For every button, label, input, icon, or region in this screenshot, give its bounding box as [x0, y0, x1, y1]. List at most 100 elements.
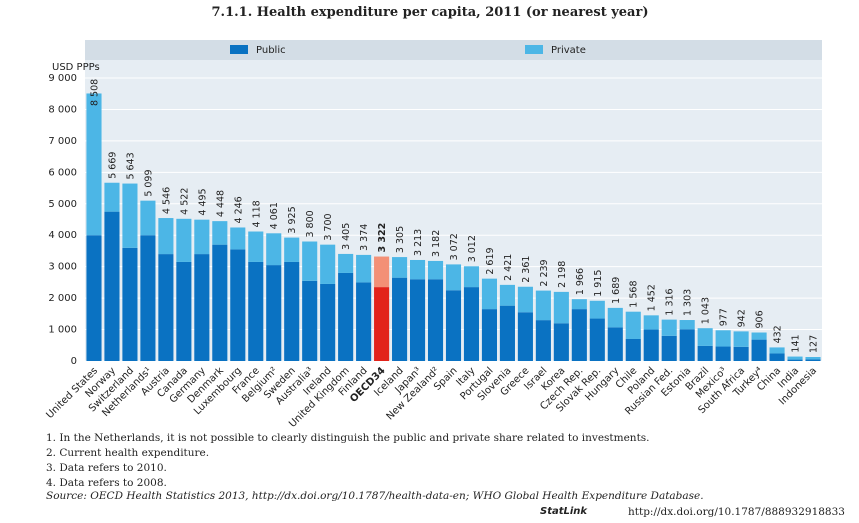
- value-label: 4 118: [251, 200, 262, 227]
- bar-segment: [176, 261, 192, 361]
- value-label: 2 198: [557, 261, 568, 288]
- bar-segment: [715, 330, 731, 347]
- bar-segment: [427, 279, 444, 361]
- bar-segment: [212, 221, 228, 245]
- bar-segment: [392, 277, 408, 361]
- bar-segment: [248, 231, 264, 262]
- note: 3. Data refers to 2010.: [46, 462, 167, 474]
- bar-segment: [320, 244, 336, 284]
- bar-segment: [445, 264, 462, 291]
- value-label: 1 452: [647, 284, 658, 311]
- value-label: 1 966: [575, 268, 586, 295]
- bar-segment: [661, 319, 677, 336]
- bar-segment: [374, 287, 390, 361]
- value-label: 4 448: [215, 190, 226, 217]
- bar-segment: [158, 218, 174, 255]
- y-tick-label: 0: [71, 356, 77, 367]
- value-label: 4 495: [197, 188, 208, 215]
- note: 1. In the Netherlands, it is not possibl…: [46, 432, 650, 444]
- value-label: 4 061: [269, 202, 280, 229]
- bar-segment: [733, 331, 749, 347]
- bar-segment: [733, 346, 749, 361]
- bar-segment: [356, 254, 372, 283]
- bar-segment: [409, 259, 426, 280]
- y-tick-label: 8 000: [48, 104, 77, 115]
- bar-segment: [392, 257, 408, 278]
- y-tick-label: 5 000: [48, 199, 77, 210]
- y-tick-label: 1 000: [48, 325, 77, 336]
- value-label: 3 182: [431, 230, 442, 257]
- bar-segment: [607, 307, 623, 328]
- bar-segment: [445, 290, 462, 361]
- bar-segment: [589, 300, 605, 319]
- value-label: 1 303: [683, 289, 694, 316]
- bar-segment: [499, 284, 515, 306]
- bar-segment: [463, 266, 480, 288]
- value-label: 977: [719, 308, 730, 326]
- value-label: 127: [809, 335, 820, 353]
- bar-segment: [338, 272, 354, 361]
- value-label: 3 322: [377, 223, 388, 253]
- bar-segment: [158, 254, 174, 361]
- bar-segment: [715, 346, 731, 361]
- value-label: 432: [773, 325, 784, 343]
- bar-segment: [266, 233, 282, 266]
- bar-segment: [86, 235, 102, 361]
- y-axis-label: USD PPPs: [52, 62, 100, 73]
- bar-segment: [643, 315, 659, 330]
- value-label: 8 508: [89, 79, 100, 106]
- bar-segment: [140, 235, 156, 361]
- bar-segment: [769, 347, 785, 354]
- bar-segment: [230, 249, 246, 361]
- bar-segment: [553, 323, 569, 361]
- y-tick-label: 7 000: [48, 136, 77, 147]
- value-label: 5 099: [143, 169, 154, 196]
- value-label: 3 374: [359, 224, 370, 251]
- note: Source: OECD Health Statistics 2013, htt…: [46, 490, 704, 502]
- bar-segment: [517, 286, 533, 313]
- value-label: 2 239: [539, 259, 550, 286]
- bar-segment: [356, 282, 372, 361]
- value-label: 5 669: [107, 152, 118, 179]
- bar-segment: [481, 278, 498, 310]
- bar-segment: [176, 218, 192, 262]
- value-label: 4 522: [179, 188, 190, 215]
- value-label: 141: [791, 334, 802, 352]
- note: StatLink: [540, 506, 588, 517]
- value-label: 942: [737, 309, 748, 327]
- bar-segment: [589, 318, 605, 361]
- legend-band: [85, 40, 822, 60]
- value-label: 1 689: [611, 277, 622, 304]
- bar-segment: [338, 253, 354, 273]
- bar-segment: [571, 309, 587, 361]
- bar-segment: [805, 359, 821, 361]
- bar-segment: [679, 329, 695, 361]
- bar-segment: [607, 327, 623, 361]
- legend-label: Public: [256, 45, 286, 56]
- bar-segment: [769, 353, 785, 361]
- bar-segment: [194, 219, 210, 255]
- legend-label: Private: [551, 45, 586, 56]
- bar-segment: [751, 332, 767, 340]
- bar-segment: [517, 312, 533, 361]
- value-label: 2 421: [503, 254, 514, 281]
- y-tick-label: 4 000: [48, 230, 77, 241]
- value-label: 1 568: [629, 280, 640, 307]
- bar-segment: [679, 320, 695, 330]
- bar-segment: [230, 227, 246, 250]
- value-label: 5 643: [125, 152, 136, 179]
- bar-segment: [697, 328, 713, 346]
- bar-segment: [427, 260, 444, 280]
- bar-segment: [751, 339, 767, 361]
- bar-segment: [535, 290, 551, 321]
- value-label: 1 915: [593, 270, 604, 297]
- bar-segment: [104, 211, 120, 361]
- value-label: 3 925: [287, 206, 298, 233]
- bar-segment: [284, 261, 300, 361]
- y-tick-label: 6 000: [48, 167, 77, 178]
- bar-segment: [122, 247, 138, 361]
- value-label: 3 213: [413, 229, 424, 256]
- bar-segment: [697, 345, 713, 361]
- note: http://dx.doi.org/10.1787/888932918833: [628, 506, 845, 518]
- bar-segment: [661, 335, 677, 361]
